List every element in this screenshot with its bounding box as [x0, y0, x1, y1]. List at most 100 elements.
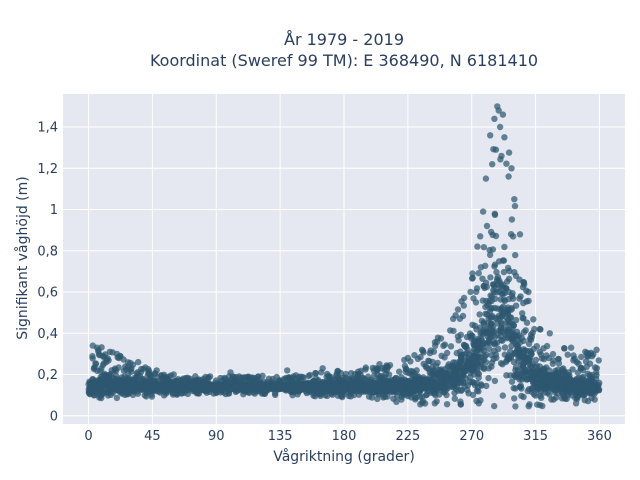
data-point	[533, 343, 540, 350]
data-point	[120, 382, 127, 389]
data-point	[498, 152, 505, 160]
data-point	[590, 384, 597, 391]
data-point	[454, 306, 462, 313]
data-point	[527, 369, 534, 376]
data-point	[113, 350, 121, 358]
data-point	[525, 357, 532, 364]
data-point	[113, 394, 121, 402]
data-point	[461, 368, 469, 375]
data-point	[474, 340, 481, 347]
data-point	[501, 134, 508, 141]
data-point	[581, 397, 588, 404]
data-point	[442, 374, 449, 381]
data-point	[101, 370, 108, 377]
data-point	[569, 366, 576, 373]
data-point	[504, 306, 512, 313]
data-point	[491, 211, 499, 218]
data-point	[579, 367, 587, 374]
data-point	[512, 302, 520, 309]
data-point	[487, 274, 494, 281]
data-point	[512, 403, 519, 410]
data-point	[469, 365, 476, 372]
data-point	[377, 372, 385, 380]
data-point	[447, 327, 454, 334]
data-point	[312, 370, 319, 377]
data-point	[499, 257, 507, 264]
data-point	[423, 384, 430, 392]
data-point	[91, 364, 98, 371]
data-point	[499, 392, 506, 399]
data-point	[507, 314, 514, 321]
data-point	[469, 274, 476, 282]
data-point	[540, 365, 547, 373]
data-point	[477, 233, 484, 240]
data-point	[227, 369, 234, 376]
data-point	[135, 358, 142, 366]
data-point	[475, 270, 482, 277]
chart-title: År 1979 - 2019	[284, 30, 404, 49]
y-tick-label: 1,4	[37, 121, 58, 136]
data-point	[499, 337, 506, 344]
data-point	[299, 373, 306, 381]
data-point	[506, 267, 513, 275]
data-point	[461, 343, 469, 350]
data-point	[458, 387, 465, 394]
data-point	[586, 372, 593, 379]
data-point	[548, 371, 555, 379]
data-point	[518, 365, 525, 372]
data-point	[472, 349, 479, 356]
data-point	[90, 379, 97, 386]
data-point	[306, 388, 313, 396]
data-point	[364, 379, 371, 386]
data-point	[525, 297, 532, 305]
data-point	[401, 362, 409, 370]
data-point	[595, 357, 602, 364]
data-point	[536, 401, 544, 409]
data-point	[244, 378, 251, 386]
data-point	[533, 384, 541, 392]
data-point	[551, 380, 558, 387]
data-point	[216, 383, 223, 391]
data-point	[416, 393, 424, 400]
data-point	[568, 380, 576, 388]
data-point	[364, 373, 372, 380]
x-axis-ticks: 0 45 90 135 180 225 270 315 360	[84, 429, 611, 444]
data-point	[516, 231, 524, 238]
data-point	[467, 333, 474, 340]
data-point	[422, 377, 430, 384]
data-point	[125, 376, 132, 383]
data-point	[489, 161, 496, 168]
data-point	[479, 208, 487, 215]
data-point	[549, 360, 556, 367]
data-point	[183, 375, 190, 383]
data-point	[538, 355, 546, 362]
data-point	[591, 390, 598, 398]
data-point	[508, 378, 516, 385]
data-point	[525, 288, 532, 296]
chart-subtitle: Koordinat (Sweref 99 TM): E 368490, N 61…	[150, 51, 538, 70]
data-point	[501, 344, 509, 351]
data-point	[486, 345, 493, 352]
data-point	[145, 369, 152, 376]
data-point	[499, 111, 507, 118]
data-point	[485, 365, 493, 372]
data-point	[396, 368, 403, 375]
data-point	[173, 377, 180, 384]
data-point	[493, 268, 500, 276]
data-point	[503, 160, 510, 167]
data-point	[483, 297, 490, 305]
data-point	[128, 368, 135, 375]
data-point	[445, 361, 452, 368]
data-point	[440, 342, 447, 349]
data-point	[562, 384, 569, 391]
data-point	[491, 340, 499, 347]
data-point	[574, 369, 581, 376]
data-point	[533, 364, 540, 371]
data-point	[498, 319, 505, 326]
data-point	[538, 394, 545, 401]
x-tick-label: 45	[144, 429, 161, 444]
data-point	[153, 367, 160, 374]
data-point	[263, 382, 271, 390]
data-point	[226, 386, 234, 393]
data-point	[491, 115, 498, 123]
